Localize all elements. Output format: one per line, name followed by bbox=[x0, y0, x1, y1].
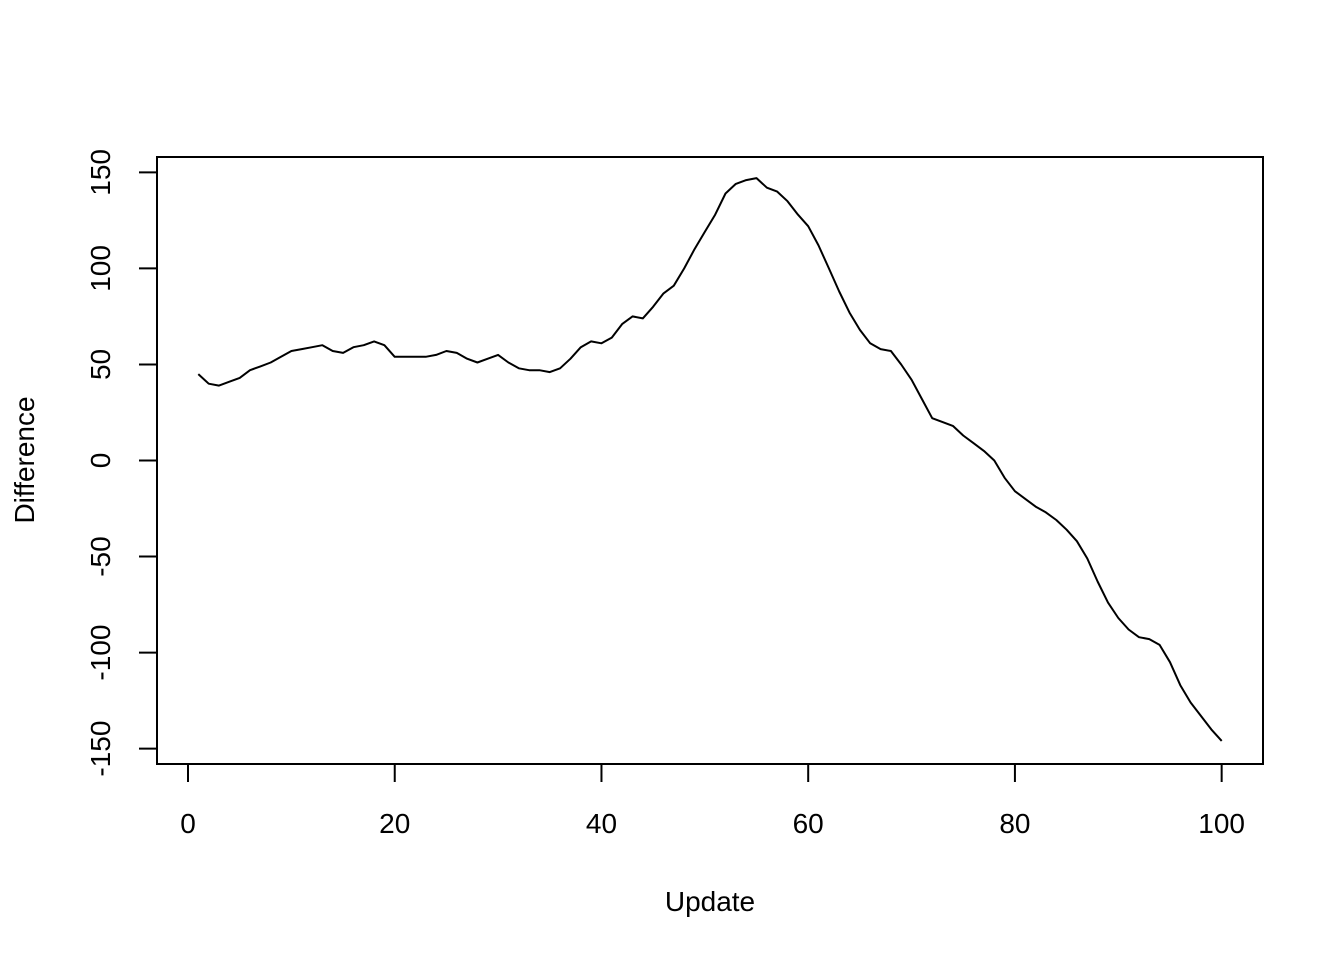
y-tick-label: -50 bbox=[85, 536, 116, 576]
y-axis: -150 -100 -50 0 50 100 150 bbox=[85, 149, 158, 777]
y-tick-label: -100 bbox=[85, 625, 116, 681]
y-tick-label: -150 bbox=[85, 721, 116, 777]
series-layer bbox=[197, 177, 1223, 742]
x-tick-label: 80 bbox=[999, 808, 1030, 839]
y-tick-label: 150 bbox=[85, 149, 116, 196]
plot-frame bbox=[156, 156, 1264, 765]
x-tick-label: 40 bbox=[586, 808, 617, 839]
x-tick-label: 100 bbox=[1198, 808, 1245, 839]
x-tick-label: 60 bbox=[793, 808, 824, 839]
y-tick-label: 50 bbox=[85, 349, 116, 380]
x-tick-label: 20 bbox=[379, 808, 410, 839]
y-tick-label: 0 bbox=[85, 453, 116, 469]
x-tick-label: 0 bbox=[180, 808, 196, 839]
y-axis-label: Difference bbox=[9, 396, 40, 523]
series-line bbox=[197, 177, 1223, 742]
x-axis-label: Update bbox=[665, 886, 755, 917]
x-axis: 0 20 40 60 80 100 bbox=[180, 763, 1245, 839]
y-tick-label: 100 bbox=[85, 245, 116, 292]
